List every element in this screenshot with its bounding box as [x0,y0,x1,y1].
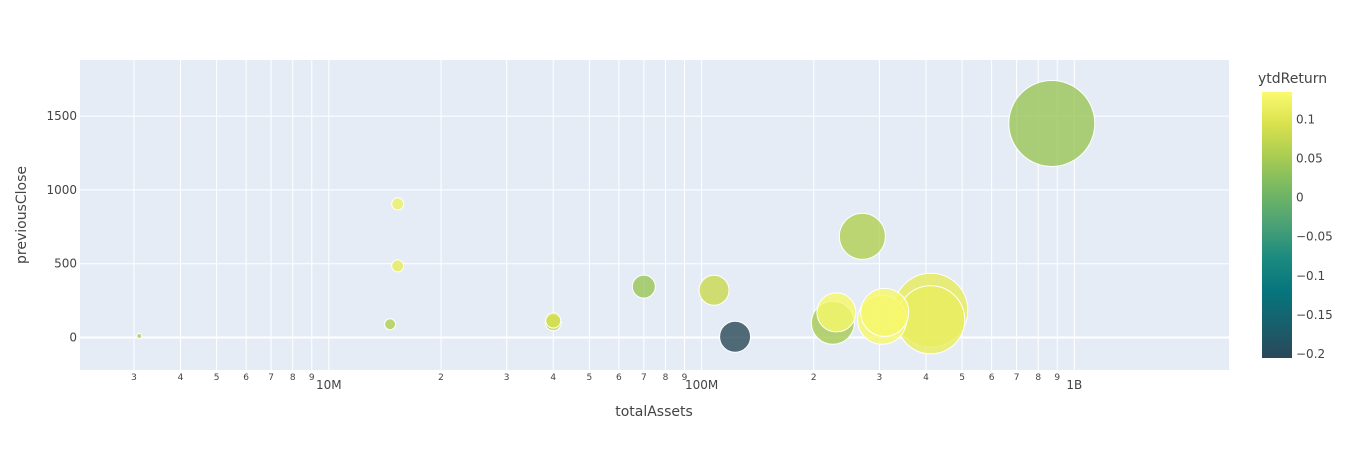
colorbar-tick-labels: 0.1 0.05 0 −0.05 −0.1 −0.15 −0.2 [1296,112,1333,361]
y-tick-label: 1000 [46,183,77,197]
colorbar-tick-label: −0.15 [1296,308,1333,322]
bubble-point [384,318,397,331]
y-axis-title: previousClose [14,166,30,264]
x-minor-tick-label: 8 [1035,373,1041,383]
x-minor-tick-label: 8 [663,373,669,383]
x-minor-tick-label: 7 [1014,373,1020,383]
x-minor-tick-label: 5 [214,373,220,383]
x-minor-tick-label: 3 [877,373,883,383]
x-minor-tick-label: 7 [268,373,274,383]
bubble-point [838,212,886,260]
grid-layer [80,60,1229,370]
x-minor-tick-label: 6 [989,373,995,383]
colorbar-tick-label: −0.1 [1296,269,1325,283]
colorbar-tick-label: 0.05 [1296,152,1323,166]
colorbar-tick-label: −0.05 [1296,230,1333,244]
x-minor-tick-label: 5 [587,373,593,383]
bubble-point [391,259,405,273]
y-tick-label: 1500 [46,109,77,123]
colorbar [1262,92,1292,358]
bubble-point [860,287,910,337]
x-major-tick-label: 100M [685,378,718,392]
colorbar-tick-label: −0.2 [1296,347,1325,361]
x-minor-tick-label: 2 [811,373,817,383]
bubble-point [136,333,143,340]
x-minor-tick-label: 3 [131,373,137,383]
points-layer [136,79,1096,355]
x-minor-tick-label: 4 [923,373,929,383]
x-minor-tick-label: 4 [178,373,184,383]
bubble-point [1008,79,1096,167]
x-axis-title: totalAssets [615,404,693,420]
x-minor-tick-label: 9 [309,373,315,383]
y-tick-labels: 0 500 1000 1500 [46,109,77,344]
colorbar-title: ytdReturn [1258,71,1327,87]
colorbar-tick-label: 0 [1296,191,1304,205]
x-minor-tick-label: 8 [290,373,296,383]
bubble-point [391,197,405,211]
x-major-tick-label: 10M [316,378,342,392]
x-minor-tick-label: 5 [959,373,965,383]
x-minor-tick-label: 3 [504,373,510,383]
bubble-point [698,274,730,306]
x-minor-tick-label: 9 [1054,373,1060,383]
y-tick-label: 0 [69,331,77,345]
bubble-point [816,292,857,333]
y-tick-label: 500 [54,257,77,271]
x-minor-tick-label: 6 [243,373,249,383]
x-minor-tick-label: 6 [616,373,622,383]
x-minor-tick-label: 4 [550,373,556,383]
colorbar-tick-label: 0.1 [1296,112,1315,126]
x-minor-tick-label: 9 [682,373,688,383]
bubble-point [631,274,656,299]
x-minor-tick-label: 2 [438,373,444,383]
bubble-point [719,320,752,353]
x-major-tick-label: 1B [1066,378,1082,392]
bubble-point [545,312,562,329]
x-minor-tick-label: 7 [641,373,647,383]
